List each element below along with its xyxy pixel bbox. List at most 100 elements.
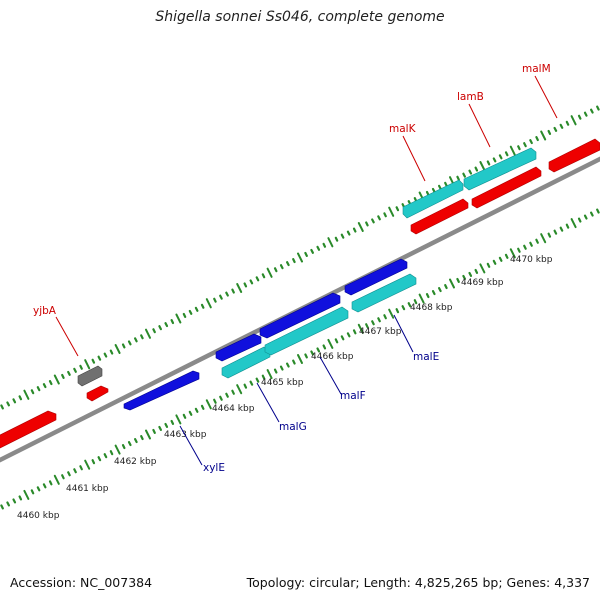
gene-label-lamB[interactable]: lamB — [457, 91, 484, 103]
gene-label-malK[interactable]: malK — [389, 123, 417, 135]
minor-tick — [286, 261, 290, 267]
major-tick — [540, 233, 547, 244]
minor-tick — [310, 248, 314, 254]
major-tick — [84, 459, 91, 470]
feature-blue-malG-1[interactable] — [215, 333, 262, 362]
minor-tick — [255, 377, 260, 383]
minor-tick — [486, 160, 491, 166]
minor-tick — [194, 407, 199, 413]
minor-tick — [523, 244, 527, 250]
minor-tick — [383, 314, 387, 320]
minor-tick — [48, 480, 53, 486]
minor-tick — [438, 184, 442, 190]
major-tick — [236, 283, 243, 293]
forward-gene-labels: yjbA malK lamB malM — [33, 63, 551, 317]
minor-tick — [474, 268, 479, 274]
minor-tick — [383, 212, 387, 218]
major-tick — [509, 248, 516, 259]
minor-tick — [456, 175, 460, 181]
minor-tick — [444, 181, 448, 187]
minor-tick — [103, 352, 108, 358]
major-tick — [327, 338, 334, 349]
major-tick — [540, 130, 547, 141]
feature-red-yjbA[interactable] — [86, 385, 109, 402]
leader-yjbA — [55, 316, 79, 357]
minor-tick — [395, 206, 400, 212]
minor-tick — [565, 120, 570, 126]
minor-tick — [316, 347, 321, 353]
major-tick — [327, 237, 334, 248]
gene-label-malF[interactable]: malF — [340, 390, 366, 402]
major-tick — [479, 263, 486, 274]
minor-tick — [589, 108, 594, 114]
minor-tick — [279, 264, 284, 270]
major-tick — [449, 278, 455, 289]
minor-tick — [261, 374, 266, 380]
feature-red-malK[interactable] — [410, 198, 469, 235]
tick-label-4467: 4467 kbp — [359, 327, 402, 337]
minor-tick — [182, 413, 187, 419]
minor-tick — [127, 340, 132, 346]
major-tick — [23, 489, 30, 500]
major-tick — [509, 145, 516, 156]
leader-lamB — [468, 103, 491, 148]
minor-tick — [292, 258, 296, 264]
minor-tick — [547, 232, 552, 238]
feature-blue-xylE[interactable] — [123, 370, 200, 411]
minor-tick — [371, 320, 375, 326]
major-tick — [266, 369, 273, 380]
feature-red-left[interactable] — [0, 410, 57, 453]
minor-tick — [213, 398, 217, 404]
minor-tick — [18, 395, 23, 401]
minor-tick — [407, 302, 412, 308]
minor-tick — [121, 444, 126, 450]
tick-label-4462: 4462 kbp — [114, 457, 157, 467]
gene-label-yjbA[interactable]: yjbA — [33, 305, 57, 317]
minor-tick — [529, 139, 533, 145]
feature-cyan-malK[interactable] — [402, 179, 464, 219]
major-tick — [53, 474, 60, 485]
minor-tick — [170, 319, 175, 325]
forward-features — [0, 138, 600, 453]
minor-tick — [67, 370, 71, 376]
minor-tick — [249, 380, 254, 386]
forward-label-leaders — [55, 75, 558, 357]
minor-tick — [316, 245, 321, 251]
minor-tick — [322, 344, 327, 350]
feature-blue-malE[interactable] — [344, 258, 408, 296]
reverse-features — [123, 258, 417, 411]
major-tick — [53, 374, 60, 385]
feature-red-malM[interactable] — [548, 138, 600, 173]
feature-red-lamB[interactable] — [471, 166, 542, 209]
gene-label-xylE[interactable]: xylE — [203, 462, 225, 474]
feature-gray-yjbA[interactable] — [77, 365, 103, 387]
minor-tick — [225, 291, 229, 297]
minor-tick — [48, 380, 53, 386]
feature-cyan-malG[interactable] — [221, 346, 271, 379]
minor-tick — [164, 422, 169, 428]
minor-tick — [498, 154, 503, 160]
minor-tick — [352, 227, 357, 233]
minor-tick — [365, 221, 369, 227]
feature-cyan-lamB[interactable] — [463, 147, 537, 191]
gene-label-malG[interactable]: malG — [279, 421, 307, 433]
minor-tick — [346, 332, 351, 338]
minor-tick — [127, 441, 132, 447]
minor-tick — [529, 241, 533, 247]
minor-tick — [200, 404, 205, 410]
feature-cyan-malF[interactable] — [264, 306, 349, 356]
tick-label-4470: 4470 kbp — [510, 255, 553, 265]
minor-tick — [231, 288, 235, 294]
minor-tick — [340, 335, 345, 341]
minor-tick — [261, 273, 266, 279]
gene-label-malM[interactable]: malM — [522, 63, 551, 75]
gene-label-malE[interactable]: malE — [413, 351, 439, 363]
minor-tick — [577, 114, 582, 120]
minor-tick — [219, 395, 223, 401]
feature-cyan-malE[interactable] — [351, 273, 417, 313]
minor-tick — [273, 368, 278, 374]
leader-malM — [534, 75, 558, 119]
feature-blue-malG-2[interactable] — [259, 292, 341, 339]
minor-tick — [462, 172, 466, 178]
